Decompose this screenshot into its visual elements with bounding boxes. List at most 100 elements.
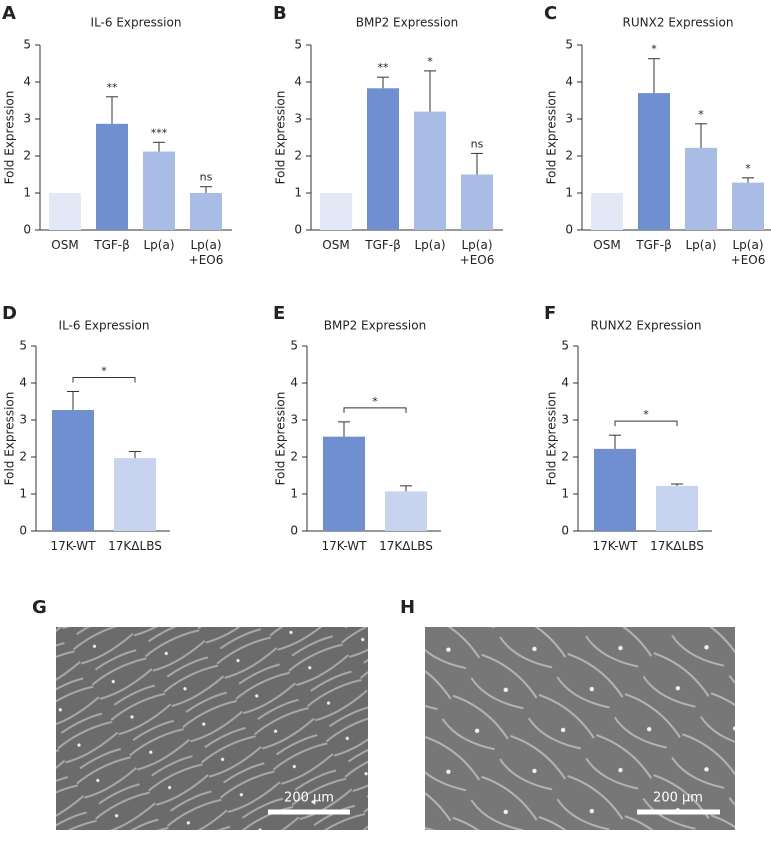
y-axis-label: Fold Expression bbox=[3, 392, 17, 486]
bar bbox=[656, 485, 698, 531]
chart-title: RUNX2 Expression bbox=[623, 16, 734, 30]
y-tick-label: 4 bbox=[565, 75, 573, 89]
x-tick-label: 17K-WT bbox=[592, 539, 638, 553]
bar bbox=[414, 111, 446, 230]
y-tick-label: 0 bbox=[23, 223, 31, 237]
panel-label: B bbox=[273, 3, 287, 24]
significance: *** bbox=[151, 126, 168, 139]
y-tick-label: 5 bbox=[23, 38, 31, 52]
chart-title: RUNX2 Expression bbox=[591, 319, 702, 333]
y-tick-label: 5 bbox=[19, 339, 27, 353]
bar bbox=[685, 147, 717, 230]
y-tick-label: 3 bbox=[294, 112, 302, 126]
significance-bracket bbox=[614, 420, 678, 427]
panel-label: H bbox=[400, 597, 415, 618]
bar bbox=[52, 410, 94, 531]
bar bbox=[367, 88, 399, 230]
chart-title: BMP2 Expression bbox=[356, 16, 458, 30]
y-tick-label: 3 bbox=[561, 413, 569, 427]
y-tick-label: 4 bbox=[290, 376, 298, 390]
y-tick-label: 1 bbox=[294, 186, 302, 200]
y-tick-label: 5 bbox=[561, 339, 569, 353]
chart-title: IL-6 Expression bbox=[91, 16, 182, 30]
y-tick-label: 3 bbox=[19, 413, 27, 427]
y-axis-label: Fold Expression bbox=[545, 392, 559, 486]
bar bbox=[732, 182, 764, 230]
x-tick-label: OSM bbox=[51, 238, 79, 252]
x-tick-label: TGF-β bbox=[94, 238, 130, 252]
y-tick-label: 4 bbox=[23, 75, 31, 89]
y-tick-label: 2 bbox=[290, 450, 298, 464]
panel-label: D bbox=[2, 303, 17, 324]
y-tick-label: 1 bbox=[290, 487, 298, 501]
x-tick-label: Lp(a) +EO6 bbox=[459, 238, 495, 267]
bar bbox=[323, 436, 365, 531]
y-tick-label: 2 bbox=[23, 149, 31, 163]
chart-title: BMP2 Expression bbox=[324, 319, 426, 333]
x-tick-label: Lp(a) bbox=[685, 238, 717, 252]
bar bbox=[143, 151, 175, 230]
bar bbox=[461, 174, 493, 230]
bar bbox=[320, 193, 352, 230]
bar bbox=[49, 193, 81, 230]
significance: ns bbox=[200, 171, 213, 184]
x-tick-label: Lp(a) bbox=[143, 238, 175, 252]
significance: * bbox=[745, 162, 751, 175]
y-axis-label: Fold Expression bbox=[3, 91, 17, 185]
bar bbox=[385, 491, 427, 531]
significance: * bbox=[427, 55, 433, 68]
y-tick-label: 0 bbox=[19, 524, 27, 538]
y-tick-label: 1 bbox=[561, 487, 569, 501]
y-tick-label: 5 bbox=[294, 38, 302, 52]
significance-bracket bbox=[72, 377, 136, 383]
y-tick-label: 4 bbox=[561, 376, 569, 390]
chart-title: IL-6 Expression bbox=[59, 319, 150, 333]
y-tick-label: 5 bbox=[290, 339, 298, 353]
x-tick-label: Lp(a) bbox=[414, 238, 446, 252]
y-tick-label: 3 bbox=[290, 413, 298, 427]
x-tick-label: TGF-β bbox=[365, 238, 401, 252]
significance-bracket bbox=[343, 407, 407, 413]
y-tick-label: 5 bbox=[565, 38, 573, 52]
y-tick-label: 1 bbox=[23, 186, 31, 200]
x-tick-label: 17KΔLBS bbox=[379, 539, 433, 553]
x-tick-label: OSM bbox=[322, 238, 350, 252]
panel-label: G bbox=[32, 597, 47, 618]
y-tick-label: 2 bbox=[19, 450, 27, 464]
bar bbox=[96, 123, 128, 230]
x-tick-label: 17K-WT bbox=[321, 539, 367, 553]
significance: ** bbox=[378, 61, 390, 74]
y-tick-label: 4 bbox=[19, 376, 27, 390]
x-tick-label: 17K-WT bbox=[50, 539, 96, 553]
significance: ns bbox=[471, 137, 484, 150]
x-tick-label: 17KΔLBS bbox=[108, 539, 162, 553]
y-axis-label: Fold Expression bbox=[274, 91, 288, 185]
scale-label: 200 µm bbox=[284, 791, 334, 806]
y-tick-label: 3 bbox=[23, 112, 31, 126]
y-axis-label: Fold Expression bbox=[545, 91, 559, 185]
panel-label: E bbox=[273, 303, 285, 324]
y-tick-label: 0 bbox=[565, 223, 573, 237]
micrograph bbox=[56, 627, 368, 830]
x-tick-label: Lp(a) +EO6 bbox=[188, 238, 224, 267]
bar bbox=[591, 193, 623, 230]
scale-label: 200 µm bbox=[653, 791, 703, 806]
y-tick-label: 1 bbox=[565, 186, 573, 200]
panel-label: A bbox=[2, 3, 16, 24]
x-tick-label: OSM bbox=[593, 238, 621, 252]
x-tick-label: 17KΔLBS bbox=[650, 539, 704, 553]
bar bbox=[594, 448, 636, 531]
y-tick-label: 4 bbox=[294, 75, 302, 89]
significance: * bbox=[651, 43, 657, 56]
significance: * bbox=[372, 395, 378, 408]
y-axis-label: Fold Expression bbox=[274, 392, 288, 486]
micrograph bbox=[425, 627, 735, 830]
x-tick-label: TGF-β bbox=[636, 238, 672, 252]
y-tick-label: 2 bbox=[561, 450, 569, 464]
significance: * bbox=[643, 408, 649, 421]
significance: * bbox=[101, 365, 107, 378]
bar bbox=[114, 458, 156, 531]
significance: ** bbox=[107, 81, 119, 94]
